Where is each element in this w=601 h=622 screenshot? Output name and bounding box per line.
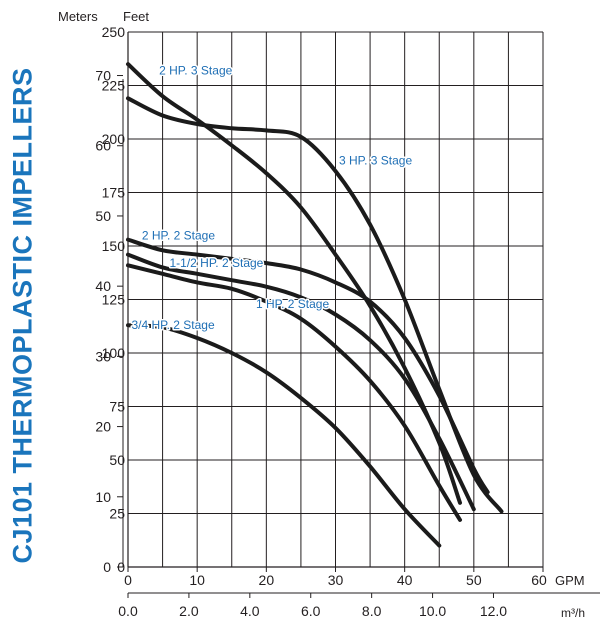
m3h-tick-label: 6.0 — [301, 603, 321, 619]
curve-4 — [126, 263, 462, 522]
m3h-tick-label: 0.0 — [118, 603, 138, 619]
meters-tick-label: 70 — [95, 68, 111, 84]
feet-tick-label: 150 — [102, 238, 126, 254]
m3h-tick-label: 4.0 — [240, 603, 260, 619]
feet-tick-label: 225 — [102, 78, 126, 94]
performance-curves: 2 HP. 3 Stage 3 HP. 3 Stage 2 HP. 2 Stage 1… — [126, 62, 504, 548]
curve-2 — [126, 237, 490, 495]
m3h-tick-label: 10.0 — [419, 603, 446, 619]
feet-axis-label: Feet — [123, 9, 149, 24]
curve-label-5: 3/4 HP. 2 Stage — [131, 318, 215, 332]
gpm-tick-label: 30 — [328, 572, 344, 588]
feet-tick-label: 50 — [109, 452, 125, 468]
curve-label-2: 2 HP. 2 Stage — [142, 228, 215, 242]
meters-axis-label: Meters — [58, 9, 98, 24]
gpm-axis-label: GPM — [555, 573, 585, 588]
meters-tick-label: 10 — [95, 489, 111, 505]
feet-tick-label: 250 — [102, 24, 126, 40]
curve-label-3: 1-1/2 HP. 2 Stage — [170, 256, 264, 270]
feet-tick-label: 125 — [102, 292, 126, 308]
gpm-tick-label: 0 — [124, 572, 132, 588]
feet-tick-label: 100 — [102, 345, 126, 361]
meters-tick-label: 50 — [95, 208, 111, 224]
curve-label-4: 1 HP. 2 Stage — [256, 297, 329, 311]
gpm-tick-label: 20 — [259, 572, 275, 588]
axes: 0 25 50 75 100 125 150 175 200 225 250 0 10 20 30 40 50 6… — [95, 24, 600, 619]
feet-tick-label: 175 — [102, 185, 126, 201]
gpm-tick-label: 60 — [531, 572, 547, 588]
curve-label-1: 3 HP. 3 Stage — [339, 153, 412, 167]
m3h-tick-label: 2.0 — [179, 603, 199, 619]
meters-tick-label: 0 — [103, 559, 111, 575]
gpm-tick-label: 50 — [466, 572, 482, 588]
curve-0 — [126, 62, 462, 505]
m3h-axis-label: m³/h — [561, 606, 585, 620]
curve-3 — [126, 252, 476, 512]
m3h-tick-label: 12.0 — [480, 603, 507, 619]
gpm-tick-label: 40 — [397, 572, 413, 588]
meters-tick-label: 30 — [95, 348, 111, 364]
meters-tick-label: 60 — [95, 138, 111, 154]
curve-label-0: 2 HP. 3 Stage — [159, 64, 232, 78]
feet-tick-label: 25 — [109, 506, 125, 522]
feet-tick-label: 75 — [109, 399, 125, 415]
meters-tick-label: 20 — [95, 419, 111, 435]
feet-tick-label: 200 — [102, 131, 126, 147]
meters-tick-label: 40 — [95, 278, 111, 294]
gpm-tick-label: 10 — [189, 572, 205, 588]
m3h-tick-label: 8.0 — [362, 603, 382, 619]
curve-5 — [126, 323, 442, 548]
